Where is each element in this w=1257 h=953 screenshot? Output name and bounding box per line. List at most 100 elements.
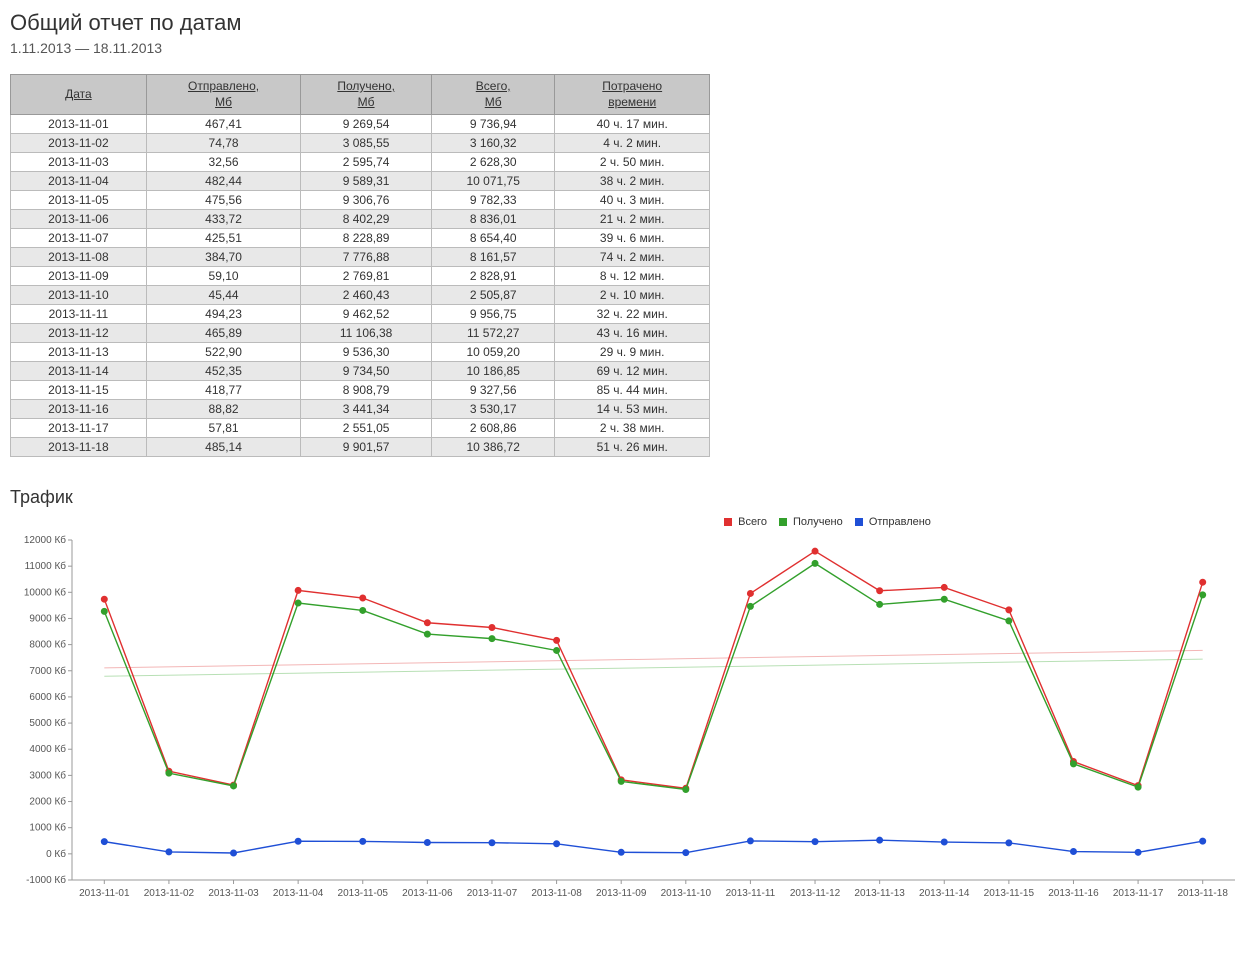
table-cell: 494,23: [146, 305, 300, 324]
svg-text:3000 Кб: 3000 Кб: [29, 770, 66, 782]
table-cell: 45,44: [146, 286, 300, 305]
svg-text:-1000 Кб: -1000 Кб: [26, 874, 66, 886]
chart-legend: Всего Получено Отправлено: [10, 516, 1245, 528]
table-cell: 2013-11-04: [11, 172, 147, 191]
table-cell: 384,70: [146, 248, 300, 267]
svg-text:4000 Кб: 4000 Кб: [29, 743, 66, 755]
table-cell: 425,51: [146, 229, 300, 248]
table-cell: 9 736,94: [432, 115, 555, 134]
table-cell: 2013-11-15: [11, 381, 147, 400]
svg-text:2013-11-08: 2013-11-08: [531, 888, 582, 899]
table-cell: 9 901,57: [301, 438, 432, 457]
table-header-time[interactable]: Потраченовремени: [555, 75, 710, 115]
svg-text:2013-11-15: 2013-11-15: [984, 888, 1035, 899]
table-cell: 11 106,38: [301, 324, 432, 343]
svg-text:1000 Кб: 1000 Кб: [29, 822, 66, 834]
legend-dot: [855, 518, 863, 526]
svg-text:2013-11-05: 2013-11-05: [338, 888, 389, 899]
table-row: 2013-11-1045,442 460,432 505,872 ч. 10 м…: [11, 286, 710, 305]
legend-dot: [724, 518, 732, 526]
table-cell: 39 ч. 6 мин.: [555, 229, 710, 248]
table-cell: 43 ч. 16 мин.: [555, 324, 710, 343]
svg-text:2013-11-12: 2013-11-12: [790, 888, 841, 899]
table-header-recv[interactable]: Получено,Мб: [301, 75, 432, 115]
svg-text:2013-11-11: 2013-11-11: [726, 888, 776, 899]
svg-text:2013-11-14: 2013-11-14: [919, 888, 970, 899]
page-subtitle: 1.11.2013 — 18.11.2013: [10, 40, 1247, 56]
table-cell: 2 460,43: [301, 286, 432, 305]
table-cell: 8 836,01: [432, 210, 555, 229]
legend-item: Всего: [724, 516, 767, 528]
table-cell: 10 386,72: [432, 438, 555, 457]
table-cell: 7 776,88: [301, 248, 432, 267]
table-cell: 475,56: [146, 191, 300, 210]
svg-text:2013-11-16: 2013-11-16: [1048, 888, 1099, 899]
table-row: 2013-11-12465,8911 106,3811 572,2743 ч. …: [11, 324, 710, 343]
table-cell: 2013-11-12: [11, 324, 147, 343]
table-cell: 14 ч. 53 мин.: [555, 400, 710, 419]
table-cell: 2013-11-10: [11, 286, 147, 305]
svg-text:6000 Кб: 6000 Кб: [29, 691, 66, 703]
table-cell: 2 628,30: [432, 153, 555, 172]
table-cell: 38 ч. 2 мин.: [555, 172, 710, 191]
table-header-sent[interactable]: Отправлено,Мб: [146, 75, 300, 115]
table-cell: 418,77: [146, 381, 300, 400]
table-cell: 3 441,34: [301, 400, 432, 419]
table-header-total[interactable]: Всего,Мб: [432, 75, 555, 115]
table-cell: 2 828,91: [432, 267, 555, 286]
table-cell: 3 160,32: [432, 134, 555, 153]
table-cell: 3 530,17: [432, 400, 555, 419]
table-cell: 29 ч. 9 мин.: [555, 343, 710, 362]
table-header-date[interactable]: Дата: [11, 75, 147, 115]
table-row: 2013-11-0332,562 595,742 628,302 ч. 50 м…: [11, 153, 710, 172]
table-cell: 2 ч. 10 мин.: [555, 286, 710, 305]
table-cell: 2013-11-18: [11, 438, 147, 457]
table-cell: 9 782,33: [432, 191, 555, 210]
table-cell: 8 228,89: [301, 229, 432, 248]
table-cell: 2013-11-06: [11, 210, 147, 229]
table-cell: 2013-11-16: [11, 400, 147, 419]
legend-item: Отправлено: [855, 516, 931, 528]
table-row: 2013-11-0959,102 769,812 828,918 ч. 12 м…: [11, 267, 710, 286]
svg-text:2013-11-13: 2013-11-13: [854, 888, 905, 899]
svg-text:9000 Кб: 9000 Кб: [29, 613, 66, 625]
svg-text:0 Кб: 0 Кб: [46, 848, 66, 860]
table-cell: 9 327,56: [432, 381, 555, 400]
table-cell: 10 071,75: [432, 172, 555, 191]
table-cell: 467,41: [146, 115, 300, 134]
table-cell: 2 ч. 38 мин.: [555, 419, 710, 438]
table-cell: 10 059,20: [432, 343, 555, 362]
table-cell: 2013-11-05: [11, 191, 147, 210]
table-row: 2013-11-18485,149 901,5710 386,7251 ч. 2…: [11, 438, 710, 457]
table-cell: 2 551,05: [301, 419, 432, 438]
legend-item: Получено: [779, 516, 843, 528]
table-cell: 485,14: [146, 438, 300, 457]
table-cell: 2 ч. 50 мин.: [555, 153, 710, 172]
table-cell: 452,35: [146, 362, 300, 381]
table-cell: 2 769,81: [301, 267, 432, 286]
table-cell: 2013-11-13: [11, 343, 147, 362]
table-cell: 2013-11-01: [11, 115, 147, 134]
table-cell: 9 956,75: [432, 305, 555, 324]
data-table: ДатаОтправлено,МбПолучено,МбВсего,МбПотр…: [10, 74, 710, 457]
table-cell: 9 734,50: [301, 362, 432, 381]
page-title: Общий отчет по датам: [10, 10, 1247, 36]
svg-text:5000 Кб: 5000 Кб: [29, 717, 66, 729]
svg-text:12000 Кб: 12000 Кб: [24, 534, 66, 546]
table-cell: 3 085,55: [301, 134, 432, 153]
table-cell: 85 ч. 44 мин.: [555, 381, 710, 400]
table-cell: 2013-11-07: [11, 229, 147, 248]
table-cell: 4 ч. 2 мин.: [555, 134, 710, 153]
svg-text:2013-11-17: 2013-11-17: [1113, 888, 1164, 899]
table-cell: 2 595,74: [301, 153, 432, 172]
table-cell: 9 536,30: [301, 343, 432, 362]
table-row: 2013-11-0274,783 085,553 160,324 ч. 2 ми…: [11, 134, 710, 153]
table-cell: 51 ч. 26 мин.: [555, 438, 710, 457]
table-row: 2013-11-04482,449 589,3110 071,7538 ч. 2…: [11, 172, 710, 191]
table-cell: 9 306,76: [301, 191, 432, 210]
table-cell: 522,90: [146, 343, 300, 362]
table-cell: 69 ч. 12 мин.: [555, 362, 710, 381]
svg-text:11000 Кб: 11000 Кб: [25, 560, 67, 572]
table-cell: 9 589,31: [301, 172, 432, 191]
chart-svg: -1000 Кб0 Кб1000 Кб2000 Кб3000 Кб4000 Кб…: [10, 532, 1245, 912]
